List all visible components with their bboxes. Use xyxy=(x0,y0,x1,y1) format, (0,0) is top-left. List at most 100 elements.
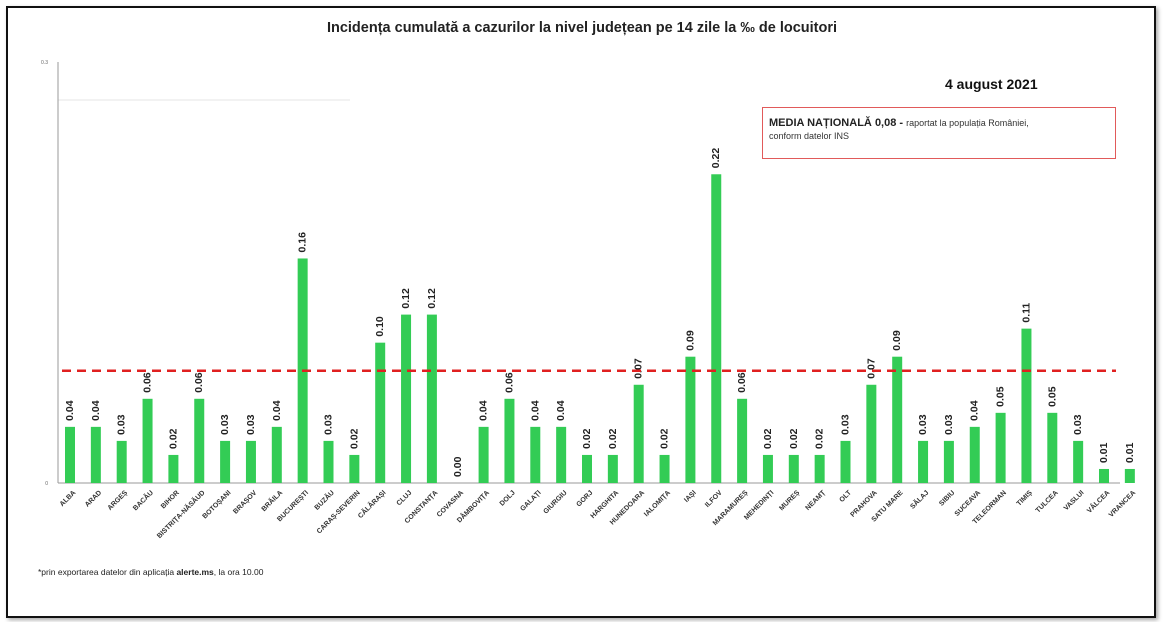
category-label: VÂLCEA xyxy=(1085,488,1112,515)
data-label: 0.02 xyxy=(788,428,800,449)
y-tick-label: 0.3 xyxy=(41,60,48,66)
data-label: 0.04 xyxy=(478,400,490,421)
bar xyxy=(659,454,670,483)
data-label: 0.03 xyxy=(1072,414,1084,435)
data-label: 0.12 xyxy=(426,288,438,309)
bar xyxy=(478,426,489,483)
chart-title: Incidența cumulată a cazurilor la nivel … xyxy=(326,20,838,36)
data-label: 0.04 xyxy=(969,400,981,421)
category-label: CLUJ xyxy=(396,489,414,507)
footnote-app: alerte.ms xyxy=(176,567,214,577)
category-label: IALOMIȚA xyxy=(643,489,672,518)
data-label: 0.03 xyxy=(943,414,955,435)
category-label: ILFOV xyxy=(704,489,724,509)
data-label: 0.04 xyxy=(555,400,567,421)
bar xyxy=(995,412,1006,483)
bar xyxy=(401,314,412,483)
bar xyxy=(349,454,360,483)
data-label: 0.06 xyxy=(193,372,205,393)
data-label: 0.02 xyxy=(659,428,671,449)
data-label: 0.05 xyxy=(1046,386,1058,407)
category-label: OLT xyxy=(838,489,853,504)
bar xyxy=(582,454,592,483)
data-label: 0.05 xyxy=(995,386,1007,407)
national-average-dash: - xyxy=(899,117,904,129)
data-label: 0.16 xyxy=(297,232,309,253)
data-label: 0.03 xyxy=(245,414,257,435)
bar xyxy=(814,454,825,483)
bar xyxy=(788,454,799,483)
bar xyxy=(762,454,773,483)
data-label: 0.02 xyxy=(167,428,179,449)
bar xyxy=(969,426,980,483)
data-label: 0.06 xyxy=(736,372,748,393)
category-label: TULCEA xyxy=(1035,489,1060,514)
category-label: TIMIȘ xyxy=(1016,489,1034,507)
data-label: 0.03 xyxy=(219,414,231,435)
national-average-line: MEDIA NAȚIONALĂ 0,08 - raportat la popul… xyxy=(769,117,1109,130)
bar xyxy=(866,384,877,483)
bar xyxy=(426,314,437,483)
data-label: 0.09 xyxy=(891,330,903,351)
data-label: 0.04 xyxy=(271,400,283,421)
data-label: 0.22 xyxy=(710,148,722,169)
category-label: SIBIU xyxy=(938,489,956,507)
category-label: CĂLĂRAȘI xyxy=(356,488,388,520)
category-label: GORJ xyxy=(575,489,594,508)
data-label: 0.04 xyxy=(90,400,102,421)
data-label: 0.01 xyxy=(1098,442,1110,463)
data-label: 0.11 xyxy=(1020,303,1032,323)
bar xyxy=(271,426,282,483)
bar xyxy=(65,426,75,483)
category-label: GIURGIU xyxy=(542,489,568,515)
data-label: 0.12 xyxy=(400,288,412,309)
bar xyxy=(711,174,722,483)
footnote-suffix: , la ora 10.00 xyxy=(213,567,264,577)
category-label: ARAD xyxy=(84,489,103,508)
bar xyxy=(504,398,515,483)
category-label: BIHOR xyxy=(160,489,181,510)
data-label: 0.03 xyxy=(323,414,335,435)
bar xyxy=(142,398,153,483)
data-label: 0.00 xyxy=(452,456,464,477)
data-label: 0.07 xyxy=(633,358,645,379)
bar xyxy=(840,440,851,483)
bar xyxy=(633,384,644,483)
data-label: 0.03 xyxy=(840,414,852,435)
national-average-note-2: conform datelor INS xyxy=(769,131,850,141)
y-tick-label: 0 xyxy=(45,481,48,487)
category-label: BRĂILA xyxy=(259,488,284,513)
bar xyxy=(116,440,127,483)
data-label: 0.04 xyxy=(64,400,76,421)
data-label: 0.02 xyxy=(762,428,774,449)
national-average-value: 0,08 xyxy=(874,117,897,129)
category-label: BUZĂU xyxy=(312,488,336,512)
bar xyxy=(892,356,903,483)
data-label: 0.04 xyxy=(529,400,541,421)
bar xyxy=(1073,440,1084,483)
footnote: *prin exportarea datelor din aplicația a… xyxy=(38,567,263,577)
data-label: 0.02 xyxy=(581,428,593,449)
bar xyxy=(90,426,101,483)
category-label: GALAȚI xyxy=(519,489,542,512)
data-label: 0.10 xyxy=(374,316,386,337)
data-label: 0.06 xyxy=(503,372,515,393)
bar xyxy=(1047,412,1058,483)
data-label: 0.03 xyxy=(917,414,929,435)
category-label: BISTRIȚA-NĂSĂUD xyxy=(155,488,207,540)
data-label: 0.01 xyxy=(1124,442,1136,463)
data-label: 0.02 xyxy=(607,428,619,449)
category-label: NEAMȚ xyxy=(805,489,828,512)
bar xyxy=(1021,328,1032,483)
national-average-box: MEDIA NAȚIONALĂ 0,08 - raportat la popul… xyxy=(762,107,1116,159)
bar xyxy=(530,426,541,483)
bar xyxy=(194,398,205,483)
bar xyxy=(1124,468,1135,483)
data-label: 0.06 xyxy=(142,372,154,393)
bar xyxy=(1099,468,1109,483)
category-label: VRANCEA xyxy=(1108,489,1137,518)
category-label: ALBA xyxy=(59,489,78,508)
data-label: 0.02 xyxy=(814,428,826,449)
national-average-note-1: raportat la populația României, xyxy=(906,118,1029,128)
